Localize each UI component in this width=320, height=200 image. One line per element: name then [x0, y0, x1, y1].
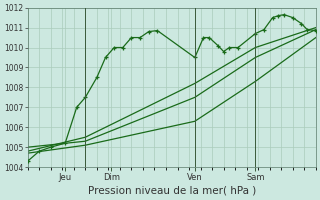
X-axis label: Pression niveau de la mer( hPa ): Pression niveau de la mer( hPa ) [88, 186, 256, 196]
